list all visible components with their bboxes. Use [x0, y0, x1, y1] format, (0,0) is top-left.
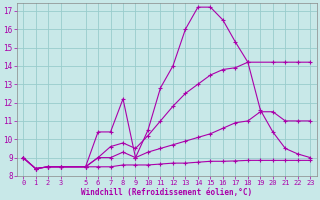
X-axis label: Windchill (Refroidissement éolien,°C): Windchill (Refroidissement éolien,°C)	[81, 188, 252, 197]
